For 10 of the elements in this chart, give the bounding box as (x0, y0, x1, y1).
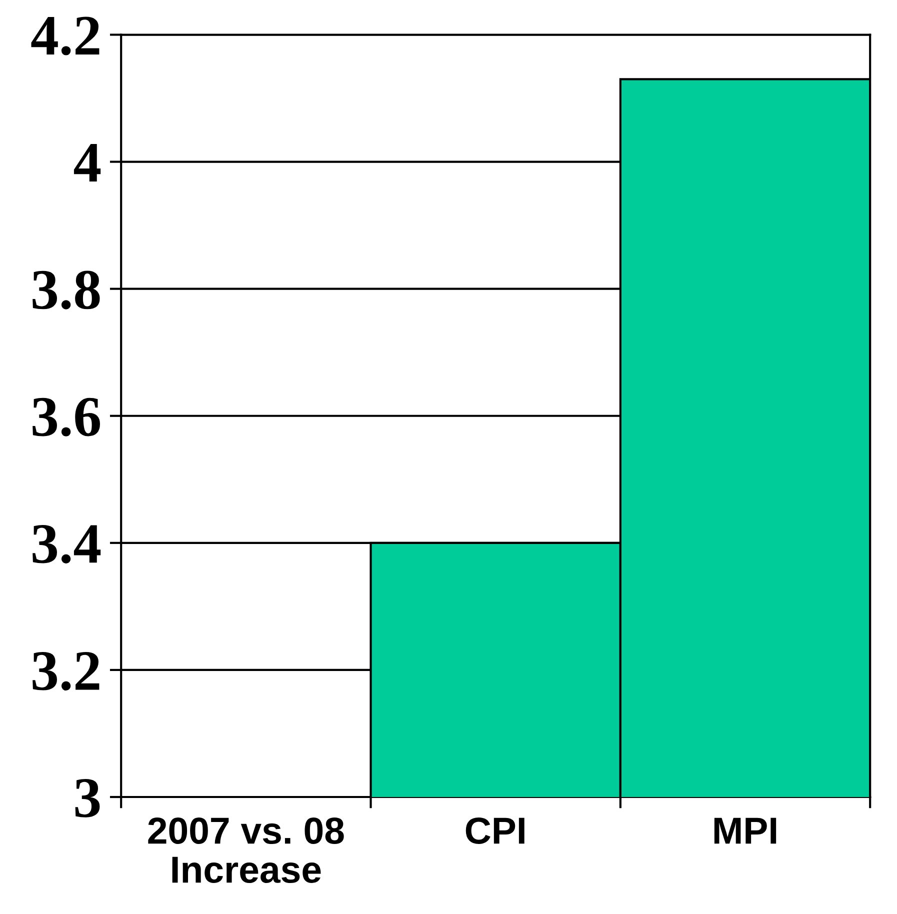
x-tick-label: 2007 vs. 08 Increase (148, 817, 344, 884)
y-tick-label: 4 (74, 144, 101, 182)
x-tick-label: CPI (466, 817, 524, 844)
x-tick-label: MPI (714, 818, 776, 844)
y-tick-label: 3.2 (32, 652, 100, 691)
y-tick-label: 3.6 (32, 398, 100, 436)
y-tick-label: 3 (75, 779, 100, 818)
y-tick-label: 4.2 (31, 16, 100, 56)
y-tick-label: 3.8 (32, 270, 100, 310)
y-tick-label: 3.4 (32, 524, 101, 564)
